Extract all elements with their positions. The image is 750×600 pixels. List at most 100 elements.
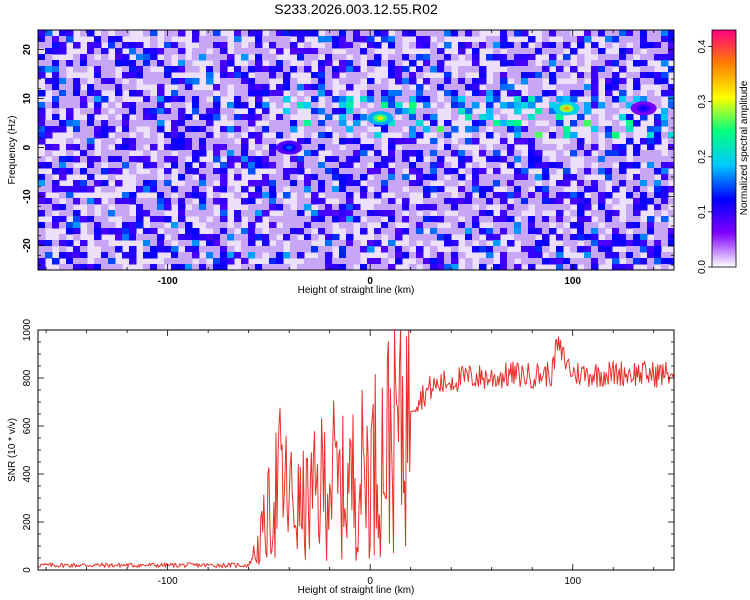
heatmap-cell [52,90,60,97]
heatmap-cell [220,222,228,229]
heatmap-cell [402,108,410,115]
heatmap-cell [150,228,158,235]
heatmap-cell [339,252,347,259]
heatmap-cell [430,66,438,73]
heatmap-cell [430,108,438,115]
heatmap-cell [577,258,585,265]
heatmap-cell [332,126,340,133]
heatmap-cell [381,84,389,91]
heatmap-cell [262,126,270,133]
heatmap-cell [206,180,214,187]
heatmap-cell [647,174,655,181]
heatmap-cell [150,174,158,181]
heatmap-cell [647,138,655,145]
heatmap-cell [374,258,382,265]
heatmap-cell [297,156,305,163]
heatmap-cell [283,72,291,79]
heatmap-cell [444,96,452,103]
heatmap-cell [472,48,480,55]
heatmap-cell [297,252,305,259]
heatmap-cell [437,168,445,175]
heatmap-cell [136,156,144,163]
heatmap-cell [507,240,515,247]
heatmap-cell [416,114,424,121]
heatmap-cell [248,84,256,91]
heatmap-cell [192,48,200,55]
heatmap-cell [241,96,249,103]
heatmap-cell [129,90,137,97]
heatmap-cell [332,42,340,49]
heatmap-cell [241,114,249,121]
heatmap-cell [486,36,494,43]
heatmap-cell [647,90,655,97]
heatmap-cell [633,30,641,37]
heatmap-cell [157,222,165,229]
heatmap-cell [185,126,193,133]
heatmap-cell [318,126,326,133]
heatmap-cell [73,222,81,229]
heatmap-cell [570,210,578,217]
heatmap-cell [500,102,508,109]
heatmap-cell [283,228,291,235]
heatmap-cell [115,168,123,175]
heatmap-cell [262,156,270,163]
heatmap-cell [227,150,235,157]
heatmap-cell [598,162,606,169]
heatmap-cell [619,66,627,73]
heatmap-cell [192,132,200,139]
heatmap-cell [458,102,466,109]
heatmap-cell [143,96,151,103]
heatmap-cell [451,198,459,205]
heatmap-cell [339,222,347,229]
heatmap-cell [276,60,284,67]
heatmap-cell [136,102,144,109]
heatmap-cell [605,78,613,85]
heatmap-cell [339,114,347,121]
heatmap-cell [577,150,585,157]
heatmap-cell [416,36,424,43]
heatmap-cell [283,204,291,211]
heatmap-cell [619,168,627,175]
heatmap-cell [633,96,641,103]
heatmap-cell [206,174,214,181]
heatmap-cell [171,246,179,253]
heatmap-cell [402,78,410,85]
heatmap-cell [612,150,620,157]
heatmap-cell [633,150,641,157]
heatmap-cell [178,150,186,157]
heatmap-cell [353,72,361,79]
heatmap-cell [227,108,235,115]
heatmap-cell [122,30,130,37]
heatmap-cell [360,186,368,193]
heatmap-cell [465,156,473,163]
heatmap-cell [304,60,312,67]
heatmap-cell [346,36,354,43]
heatmap-cell [626,54,634,61]
heatmap-cell [591,138,599,145]
heatmap-cell [584,84,592,91]
heatmap-cell [185,234,193,241]
heatmap-cell [290,66,298,73]
heatmap-cell [402,192,410,199]
heatmap-cell [171,48,179,55]
heatmap-cell [416,96,424,103]
heatmap-cell [514,72,522,79]
heatmap-cell [437,174,445,181]
heatmap-cell [493,222,501,229]
heatmap-cell [241,84,249,91]
heatmap-cell [507,66,515,73]
heatmap-cell [164,216,172,223]
heatmap-cell [353,66,361,73]
heatmap-cell [199,246,207,253]
heatmap-cell [157,210,165,217]
heatmap-cell [521,114,529,121]
heatmap-cell [311,114,319,121]
heatmap-cell [577,36,585,43]
heatmap-y-axis-label: Frequency (Hz) [7,116,18,185]
heatmap-cell [206,126,214,133]
heatmap-cell [437,132,445,139]
heatmap-cell [262,48,270,55]
heatmap-cell [479,168,487,175]
heatmap-cell [339,90,347,97]
heatmap-cell [45,48,53,55]
